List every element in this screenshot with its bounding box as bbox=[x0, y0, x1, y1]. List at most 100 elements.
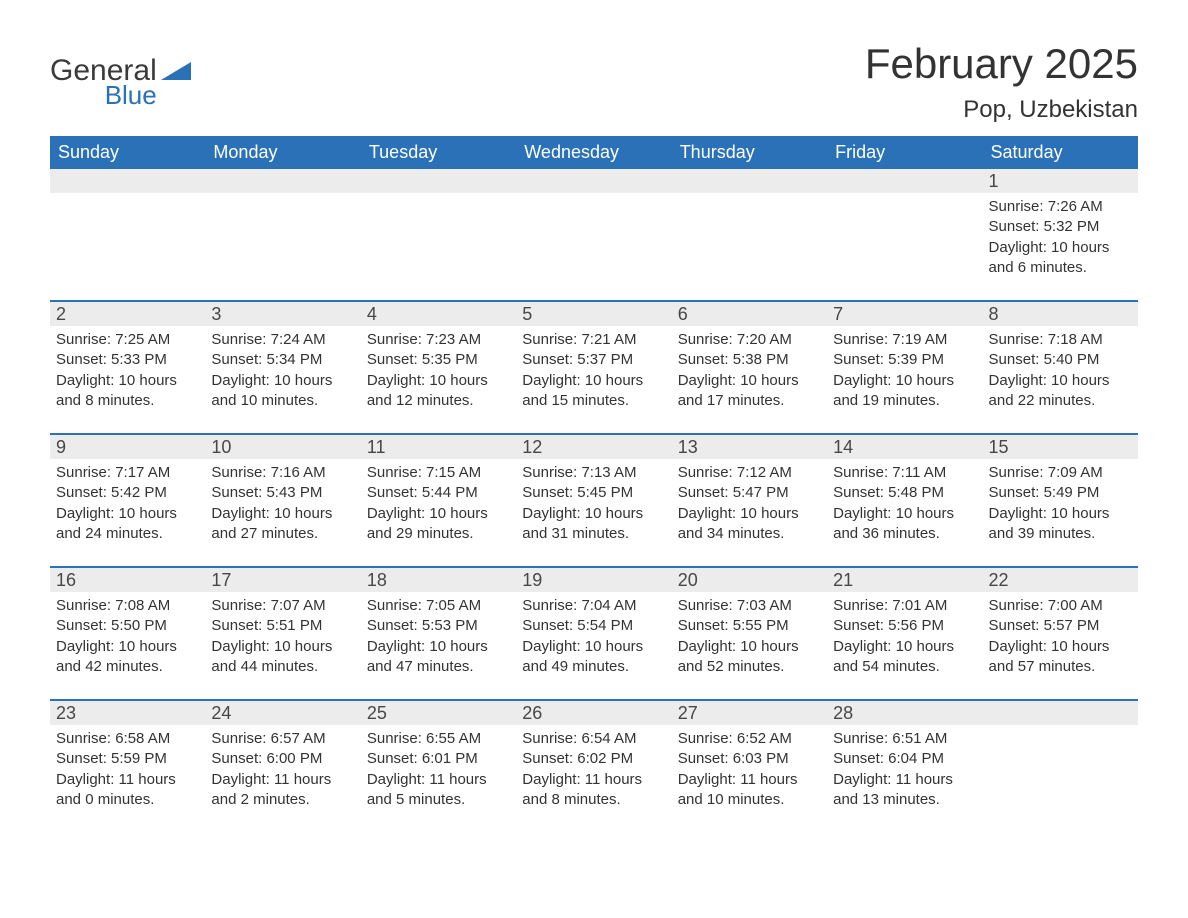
daylight1-line: Daylight: 10 hours bbox=[367, 504, 510, 524]
day-number: 25 bbox=[361, 701, 516, 725]
daylight1-line: Daylight: 10 hours bbox=[56, 371, 199, 391]
daylight2-line: and 22 minutes. bbox=[989, 391, 1132, 411]
location-label: Pop, Uzbekistan bbox=[865, 96, 1138, 124]
day-details: Sunrise: 7:13 AMSunset: 5:45 PMDaylight:… bbox=[516, 459, 671, 544]
day-cell: 1Sunrise: 7:26 AMSunset: 5:32 PMDaylight… bbox=[983, 169, 1138, 278]
sunset-line: Sunset: 5:53 PM bbox=[367, 616, 510, 636]
day-cell: 21Sunrise: 7:01 AMSunset: 5:56 PMDayligh… bbox=[827, 568, 982, 677]
day-cell bbox=[361, 169, 516, 278]
week-row: 23Sunrise: 6:58 AMSunset: 5:59 PMDayligh… bbox=[50, 699, 1138, 810]
day-cell: 10Sunrise: 7:16 AMSunset: 5:43 PMDayligh… bbox=[205, 435, 360, 544]
day-details: Sunrise: 7:11 AMSunset: 5:48 PMDaylight:… bbox=[827, 459, 982, 544]
day-number: 22 bbox=[983, 568, 1138, 592]
logo-text: General Blue bbox=[50, 56, 157, 108]
sunrise-line: Sunrise: 6:57 AM bbox=[211, 729, 354, 749]
day-number: 23 bbox=[50, 701, 205, 725]
day-details bbox=[361, 193, 516, 197]
day-details: Sunrise: 7:23 AMSunset: 5:35 PMDaylight:… bbox=[361, 326, 516, 411]
day-number: 9 bbox=[50, 435, 205, 459]
sunrise-line: Sunrise: 7:09 AM bbox=[989, 463, 1132, 483]
day-details: Sunrise: 7:18 AMSunset: 5:40 PMDaylight:… bbox=[983, 326, 1138, 411]
calendar: Sunday Monday Tuesday Wednesday Thursday… bbox=[50, 136, 1138, 810]
day-number: 7 bbox=[827, 302, 982, 326]
daylight1-line: Daylight: 10 hours bbox=[989, 371, 1132, 391]
day-cell: 5Sunrise: 7:21 AMSunset: 5:37 PMDaylight… bbox=[516, 302, 671, 411]
daylight2-line: and 31 minutes. bbox=[522, 524, 665, 544]
day-details: Sunrise: 6:54 AMSunset: 6:02 PMDaylight:… bbox=[516, 725, 671, 810]
day-cell: 3Sunrise: 7:24 AMSunset: 5:34 PMDaylight… bbox=[205, 302, 360, 411]
day-cell bbox=[205, 169, 360, 278]
daylight2-line: and 44 minutes. bbox=[211, 657, 354, 677]
day-details: Sunrise: 7:03 AMSunset: 5:55 PMDaylight:… bbox=[672, 592, 827, 677]
day-cell: 24Sunrise: 6:57 AMSunset: 6:00 PMDayligh… bbox=[205, 701, 360, 810]
dow-friday: Friday bbox=[827, 136, 982, 169]
sunset-line: Sunset: 5:51 PM bbox=[211, 616, 354, 636]
day-details: Sunrise: 6:58 AMSunset: 5:59 PMDaylight:… bbox=[50, 725, 205, 810]
daylight2-line: and 52 minutes. bbox=[678, 657, 821, 677]
day-of-week-header: Sunday Monday Tuesday Wednesday Thursday… bbox=[50, 136, 1138, 169]
daylight1-line: Daylight: 10 hours bbox=[522, 504, 665, 524]
sunrise-line: Sunrise: 7:15 AM bbox=[367, 463, 510, 483]
sunset-line: Sunset: 5:37 PM bbox=[522, 350, 665, 370]
logo-triangle-icon bbox=[161, 62, 191, 84]
day-cell: 4Sunrise: 7:23 AMSunset: 5:35 PMDaylight… bbox=[361, 302, 516, 411]
day-details: Sunrise: 7:17 AMSunset: 5:42 PMDaylight:… bbox=[50, 459, 205, 544]
sunset-line: Sunset: 5:38 PM bbox=[678, 350, 821, 370]
day-details: Sunrise: 7:26 AMSunset: 5:32 PMDaylight:… bbox=[983, 193, 1138, 278]
daylight2-line: and 57 minutes. bbox=[989, 657, 1132, 677]
day-number bbox=[50, 169, 205, 193]
daylight1-line: Daylight: 10 hours bbox=[989, 637, 1132, 657]
day-cell: 19Sunrise: 7:04 AMSunset: 5:54 PMDayligh… bbox=[516, 568, 671, 677]
sunrise-line: Sunrise: 7:12 AM bbox=[678, 463, 821, 483]
sunrise-line: Sunrise: 7:03 AM bbox=[678, 596, 821, 616]
sunrise-line: Sunrise: 7:19 AM bbox=[833, 330, 976, 350]
day-number bbox=[516, 169, 671, 193]
daylight1-line: Daylight: 10 hours bbox=[678, 371, 821, 391]
day-cell: 13Sunrise: 7:12 AMSunset: 5:47 PMDayligh… bbox=[672, 435, 827, 544]
daylight1-line: Daylight: 10 hours bbox=[678, 504, 821, 524]
day-details: Sunrise: 7:00 AMSunset: 5:57 PMDaylight:… bbox=[983, 592, 1138, 677]
sunset-line: Sunset: 5:32 PM bbox=[989, 217, 1132, 237]
day-details bbox=[672, 193, 827, 197]
daylight2-line: and 54 minutes. bbox=[833, 657, 976, 677]
day-number: 2 bbox=[50, 302, 205, 326]
sunrise-line: Sunrise: 7:04 AM bbox=[522, 596, 665, 616]
daylight2-line: and 10 minutes. bbox=[678, 790, 821, 810]
daylight1-line: Daylight: 10 hours bbox=[211, 637, 354, 657]
day-details: Sunrise: 7:07 AMSunset: 5:51 PMDaylight:… bbox=[205, 592, 360, 677]
sunset-line: Sunset: 5:34 PM bbox=[211, 350, 354, 370]
day-cell bbox=[672, 169, 827, 278]
sunrise-line: Sunrise: 6:54 AM bbox=[522, 729, 665, 749]
sunset-line: Sunset: 5:39 PM bbox=[833, 350, 976, 370]
day-cell bbox=[50, 169, 205, 278]
dow-thursday: Thursday bbox=[672, 136, 827, 169]
day-number: 28 bbox=[827, 701, 982, 725]
daylight2-line: and 6 minutes. bbox=[989, 258, 1132, 278]
daylight2-line: and 47 minutes. bbox=[367, 657, 510, 677]
daylight2-line: and 19 minutes. bbox=[833, 391, 976, 411]
daylight1-line: Daylight: 10 hours bbox=[678, 637, 821, 657]
day-details: Sunrise: 6:52 AMSunset: 6:03 PMDaylight:… bbox=[672, 725, 827, 810]
week-row: 1Sunrise: 7:26 AMSunset: 5:32 PMDaylight… bbox=[50, 169, 1138, 278]
daylight1-line: Daylight: 10 hours bbox=[211, 371, 354, 391]
sunrise-line: Sunrise: 7:05 AM bbox=[367, 596, 510, 616]
day-details: Sunrise: 7:24 AMSunset: 5:34 PMDaylight:… bbox=[205, 326, 360, 411]
day-cell: 16Sunrise: 7:08 AMSunset: 5:50 PMDayligh… bbox=[50, 568, 205, 677]
day-cell: 2Sunrise: 7:25 AMSunset: 5:33 PMDaylight… bbox=[50, 302, 205, 411]
daylight2-line: and 8 minutes. bbox=[56, 391, 199, 411]
day-number bbox=[361, 169, 516, 193]
day-number: 4 bbox=[361, 302, 516, 326]
day-cell: 12Sunrise: 7:13 AMSunset: 5:45 PMDayligh… bbox=[516, 435, 671, 544]
day-number bbox=[983, 701, 1138, 725]
daylight2-line: and 42 minutes. bbox=[56, 657, 199, 677]
day-details bbox=[205, 193, 360, 197]
daylight1-line: Daylight: 10 hours bbox=[989, 238, 1132, 258]
day-details bbox=[827, 193, 982, 197]
sunrise-line: Sunrise: 7:23 AM bbox=[367, 330, 510, 350]
daylight1-line: Daylight: 11 hours bbox=[522, 770, 665, 790]
dow-sunday: Sunday bbox=[50, 136, 205, 169]
day-details bbox=[50, 193, 205, 197]
day-cell: 11Sunrise: 7:15 AMSunset: 5:44 PMDayligh… bbox=[361, 435, 516, 544]
daylight2-line: and 2 minutes. bbox=[211, 790, 354, 810]
day-details: Sunrise: 6:51 AMSunset: 6:04 PMDaylight:… bbox=[827, 725, 982, 810]
